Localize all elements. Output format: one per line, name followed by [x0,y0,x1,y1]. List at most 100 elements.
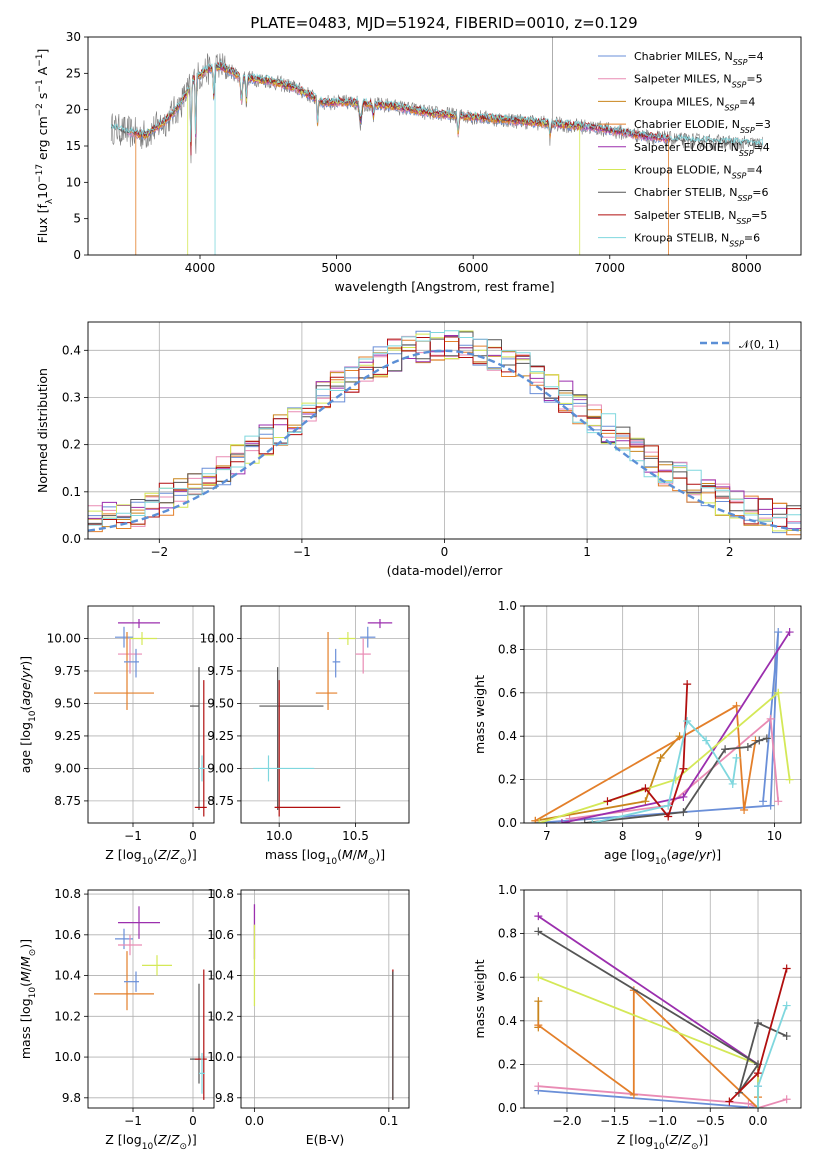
x-axis-label: mass [log10(M/M⊙)] [265,847,385,867]
mass-weight-marker [629,1090,638,1099]
y-tick-label: 0.2 [498,773,517,787]
mass-weight-marker [754,1018,763,1027]
mass-weight-series-2 [535,735,681,822]
mass-weight-marker [766,714,775,723]
axes-frame [87,36,802,256]
panel-5: −1 0 9.8 10.0 10.2 10.4 10.6 10.8 Z [log10(Z/Z⊙)… [18,887,215,1152]
y-tick-label: 10.00 [200,631,234,645]
x-tick-label: 8000 [731,261,762,275]
model-spectrum-8 [110,60,764,146]
error-point [194,969,207,1100]
panel-0: 4000 5000 6000 7000 8000 0 5 10 15 20 25 30 waveleng… [35,30,802,294]
plot-area [94,906,207,1100]
y-tick-label: 0.3 [62,390,81,404]
mass-weight-marker [732,753,741,762]
plot-area [253,904,394,1100]
mass-weight-marker [671,775,680,784]
plot-area [531,628,794,823]
y-tick-label: 0.4 [498,729,517,743]
x-tick-label: −2.0 [552,1114,581,1128]
x-axis-label: Z [log10(Z/Z⊙)] [105,847,197,867]
error-point [142,955,172,976]
error-point [124,648,139,678]
y-tick-label: 0.1 [62,485,81,499]
y-tick-label: 9.8 [62,1091,81,1105]
mass-weight-marker [762,734,771,743]
mass-weight-marker [754,1104,763,1108]
error-point [199,755,205,782]
y-tick-label: 10.6 [54,928,81,942]
y-tick-label: 25 [66,66,81,80]
mass-weight-marker [683,717,692,726]
legend-entry: Kroupa STELIB, NSSP=6 [634,232,760,249]
error-point [115,626,133,648]
legend-entry: 𝒩(0, 1) [739,338,779,351]
mass-weight-series-1 [538,1085,787,1108]
residual-histogram-8 [88,330,801,526]
error-point [118,638,142,674]
mass-weight-marker [603,797,612,806]
data-spectrum [110,53,763,164]
y-tick-label: 10.4 [207,969,234,983]
mass-weight-marker [774,628,783,637]
error-point [94,951,154,1011]
residual-histogram-7 [88,336,801,527]
error-point [118,618,160,629]
error-point [355,638,371,674]
y-tick-label: 0.0 [62,532,81,546]
mass-weight-marker [728,779,737,788]
plot-area [88,330,801,536]
y-tick-label: 10.2 [207,1009,234,1023]
panel-6: 0.0 0.1 9.8 10.0 10.2 10.4 10.6 10.8 E(B-V) [207,887,410,1147]
mass-weight-marker [785,628,794,637]
y-tick-label: 0.4 [498,1014,517,1028]
x-axis-label: Z [log10(Z/Z⊙)] [617,1132,709,1152]
axes-frame [87,321,802,540]
mass-weight-marker [534,1021,543,1030]
y-tick-label: 8.75 [54,794,81,808]
mass-weight-marker [744,1099,753,1108]
legend-entry: Chabrier ELODIE, NSSP=3 [634,118,771,135]
x-tick-label: 7000 [595,261,626,275]
mass-weight-marker [588,819,597,823]
y-tick-label: 0.8 [498,642,517,656]
y-axis-label: mass [log10(M/M⊙)] [18,939,38,1059]
error-point [190,667,200,811]
mass-weight-marker [774,797,783,806]
legend-entry: Kroupa MILES, NSSP=4 [634,95,755,112]
y-tick-label: 0.8 [498,927,517,941]
panel-7: −2.0 −1.5 −1.0 −0.5 0.0 0.0 0.2 0.4 0.6 0.8 1.0 Z [… [472,883,802,1152]
error-point [194,680,207,817]
error-point [124,971,139,992]
panel-4: 7 8 9 10 0.0 0.2 0.4 0.6 0.8 1.0 age [log10(age/yr… [472,599,802,867]
plot-area [94,618,207,817]
y-tick-label: 0.6 [498,686,517,700]
mass-weight-marker [774,688,783,697]
y-tick-label: 0.0 [498,816,517,830]
x-axis-label: E(B-V) [306,1132,345,1147]
axes-frame [523,889,802,1109]
x-axis-label: age [log10(age/yr)] [604,847,721,867]
x-tick-label: 10 [767,829,782,843]
x-tick-label: 1 [583,545,591,559]
y-tick-label: 0.2 [62,438,81,452]
x-tick-label: 8 [619,829,627,843]
y-tick-label: 1.0 [498,883,517,897]
mass-weight-marker [740,805,749,814]
error-point [259,667,324,811]
mass-weight-marker [754,1082,763,1091]
y-tick-label: 15 [66,139,81,153]
mass-weight-marker [664,801,673,810]
error-point [274,680,341,817]
legend-entry: Salpeter MILES, NSSP=5 [634,73,763,90]
y-tick-label: 10.0 [207,1050,234,1064]
x-tick-label: −2 [150,545,168,559]
y-axis-label: age [log10(age/yr)] [18,656,38,773]
y-tick-label: 0.4 [62,343,81,357]
panel-3: 10.0 10.5 8.75 9.00 9.25 9.50 9.75 10.00 mass [l… [200,605,410,867]
legend-entry: Salpeter ELODIE, NSSP=4 [634,141,770,158]
y-axis-label: mass weight [472,959,487,1038]
x-tick-label: −1 [293,545,311,559]
error-point [199,1052,205,1094]
y-tick-label: 0.0 [498,1101,517,1115]
